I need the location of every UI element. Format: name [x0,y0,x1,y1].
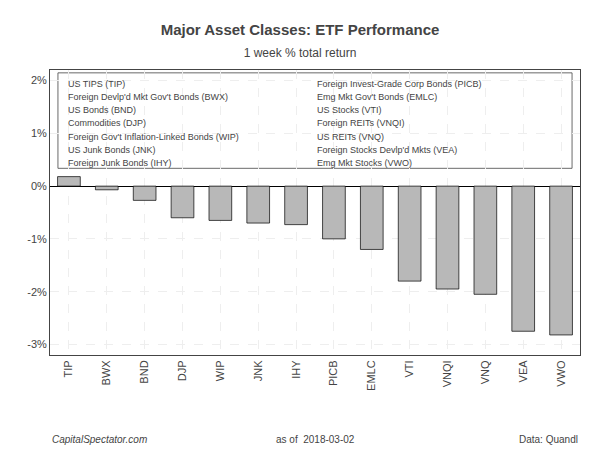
svg-text:2%: 2% [31,74,47,86]
svg-text:Data: Quandl: Data: Quandl [519,434,578,445]
svg-text:BND: BND [138,360,150,383]
svg-text:Foreign REITs (VNQI): Foreign REITs (VNQI) [317,118,405,128]
svg-text:Commodities (DJP): Commodities (DJP) [68,118,146,128]
svg-text:1 week % total return: 1 week % total return [244,46,357,60]
svg-text:Foreign Stocks Devlp'd Mkts (V: Foreign Stocks Devlp'd Mkts (VEA) [317,145,457,155]
svg-text:VNQ: VNQ [479,360,491,384]
svg-text:-1%: -1% [27,233,47,245]
svg-text:Foreign Junk Bonds (IHY): Foreign Junk Bonds (IHY) [68,158,172,168]
svg-text:US Bonds (BND): US Bonds (BND) [68,105,136,115]
svg-text:PICB: PICB [328,360,340,386]
svg-text:VWO: VWO [555,360,567,387]
svg-text:Foreign Gov't Inflation-Linked: Foreign Gov't Inflation-Linked Bonds (WI… [68,132,239,142]
svg-text:VNQI: VNQI [441,360,453,387]
svg-text:IHY: IHY [290,360,302,379]
svg-text:0%: 0% [31,180,47,192]
svg-text:TIP: TIP [63,360,75,377]
svg-text:CapitalSpectator.com: CapitalSpectator.com [52,434,147,445]
svg-text:as of 2018-03-02: as of 2018-03-02 [276,434,355,445]
svg-text:-2%: -2% [27,286,47,298]
svg-text:Major Asset Classes: ETF Perfo: Major Asset Classes: ETF Performance [161,21,440,38]
svg-text:Emg Mkt Stocks (VWO): Emg Mkt Stocks (VWO) [317,158,412,168]
svg-text:1%: 1% [31,127,47,139]
svg-text:VEA: VEA [517,360,529,383]
svg-text:Emg Mkt Gov't Bonds (EMLC): Emg Mkt Gov't Bonds (EMLC) [317,92,437,102]
svg-text:JNK: JNK [252,360,264,381]
svg-text:Foreign Invest-Grade Corp Bond: Foreign Invest-Grade Corp Bonds (PICB) [317,79,482,89]
svg-text:VTI: VTI [403,360,415,377]
svg-text:EMLC: EMLC [365,360,377,391]
svg-text:US TIPS (TIP): US TIPS (TIP) [68,79,125,89]
svg-text:US Junk Bonds (JNK): US Junk Bonds (JNK) [68,145,156,155]
svg-text:BWX: BWX [100,360,112,386]
svg-text:WIP: WIP [214,360,226,381]
svg-text:DJP: DJP [176,360,188,381]
svg-text:US REITs (VNQ): US REITs (VNQ) [317,132,384,142]
svg-text:-3%: -3% [27,338,47,350]
svg-text:Foreign Devlp'd Mkt Gov't Bond: Foreign Devlp'd Mkt Gov't Bonds (BWX) [68,92,228,102]
svg-text:US Stocks (VTI): US Stocks (VTI) [317,105,382,115]
